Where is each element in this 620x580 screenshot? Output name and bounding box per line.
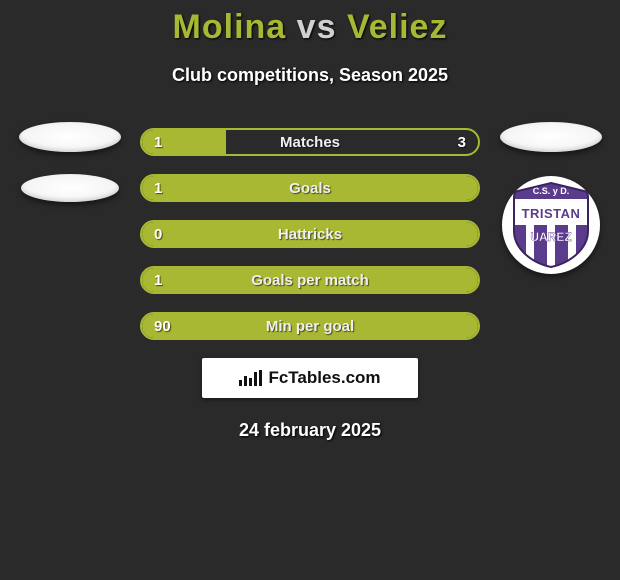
stat-bar: 1Matches3 xyxy=(140,128,480,156)
date-text: 24 february 2025 xyxy=(0,420,620,441)
subtitle: Club competitions, Season 2025 xyxy=(0,65,620,86)
left-side xyxy=(17,128,122,202)
stat-right-value: 3 xyxy=(458,130,466,154)
crest-top-text: C.S. y D. xyxy=(532,186,569,196)
stat-label: Goals xyxy=(142,176,478,200)
page-title: Molina vs Veliez xyxy=(0,0,620,47)
stat-label: Matches xyxy=(142,130,478,154)
stat-bars: 1Matches3 1Goals 0Hattricks 1Goals per matc… xyxy=(140,128,480,340)
stat-bar: 1Goals xyxy=(140,174,480,202)
player2-name: Veliez xyxy=(347,8,448,46)
bar-chart-icon xyxy=(239,370,262,386)
stat-label: Min per goal xyxy=(142,314,478,338)
crest-bot-text: UAREZ xyxy=(530,230,571,244)
attribution-text: FcTables.com xyxy=(268,368,380,388)
stat-label: Hattricks xyxy=(142,222,478,246)
attribution: FcTables.com xyxy=(202,358,418,398)
placeholder-ellipse xyxy=(500,122,602,152)
crest-mid-text: TRISTAN xyxy=(521,206,580,221)
shield-icon: C.S. y D. TRISTAN UAREZ xyxy=(512,181,590,269)
placeholder-ellipse xyxy=(19,122,121,152)
content-row: 1Matches3 1Goals 0Hattricks 1Goals per matc… xyxy=(0,128,620,340)
right-side: C.S. y D. TRISTAN UAREZ xyxy=(498,128,603,274)
placeholder-ellipse xyxy=(21,174,119,202)
player1-name: Molina xyxy=(173,8,287,46)
stat-label: Goals per match xyxy=(142,268,478,292)
stat-bar: 90Min per goal xyxy=(140,312,480,340)
club-crest: C.S. y D. TRISTAN UAREZ xyxy=(502,176,600,274)
stat-bar: 1Goals per match xyxy=(140,266,480,294)
stat-bar: 0Hattricks xyxy=(140,220,480,248)
vs-text: vs xyxy=(297,8,337,46)
